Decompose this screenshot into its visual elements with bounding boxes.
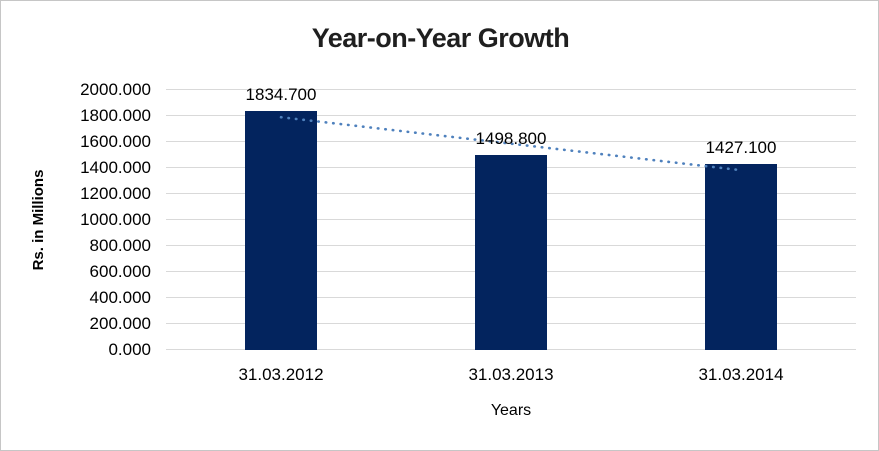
gridline <box>166 115 856 116</box>
y-tick-label: 600.000 <box>89 262 151 281</box>
bar-data-label: 1498.800 <box>475 129 547 149</box>
y-tick-label: 1000.000 <box>80 210 151 229</box>
y-tick-label: 2000.000 <box>80 80 151 99</box>
bar-data-label: 1427.100 <box>705 138 777 158</box>
x-axis-title: Years <box>490 402 532 419</box>
y-tick-label: 200.000 <box>89 314 151 333</box>
y-tick-label: 1800.000 <box>80 106 151 125</box>
x-tick-label: 31.03.2013 <box>468 365 554 384</box>
bar-data-label: 1834.700 <box>245 85 317 105</box>
y-tick-label: 800.000 <box>89 236 151 255</box>
bar-31.03.2013 <box>475 155 547 350</box>
chart-title: Year-on-Year Growth <box>311 23 570 53</box>
x-tick-label: 31.03.2012 <box>238 365 324 384</box>
bar-31.03.2012 <box>245 111 317 350</box>
gridline <box>166 89 856 90</box>
y-tick-label: 1200.000 <box>80 184 151 203</box>
x-tick-label: 31.03.2014 <box>698 365 784 384</box>
y-tick-label: 1600.000 <box>80 132 151 151</box>
y-tick-label: 400.000 <box>89 288 151 307</box>
y-tick-label: 1400.000 <box>80 158 151 177</box>
bar-31.03.2014 <box>705 164 777 350</box>
y-tick-label: 0.000 <box>108 340 151 359</box>
